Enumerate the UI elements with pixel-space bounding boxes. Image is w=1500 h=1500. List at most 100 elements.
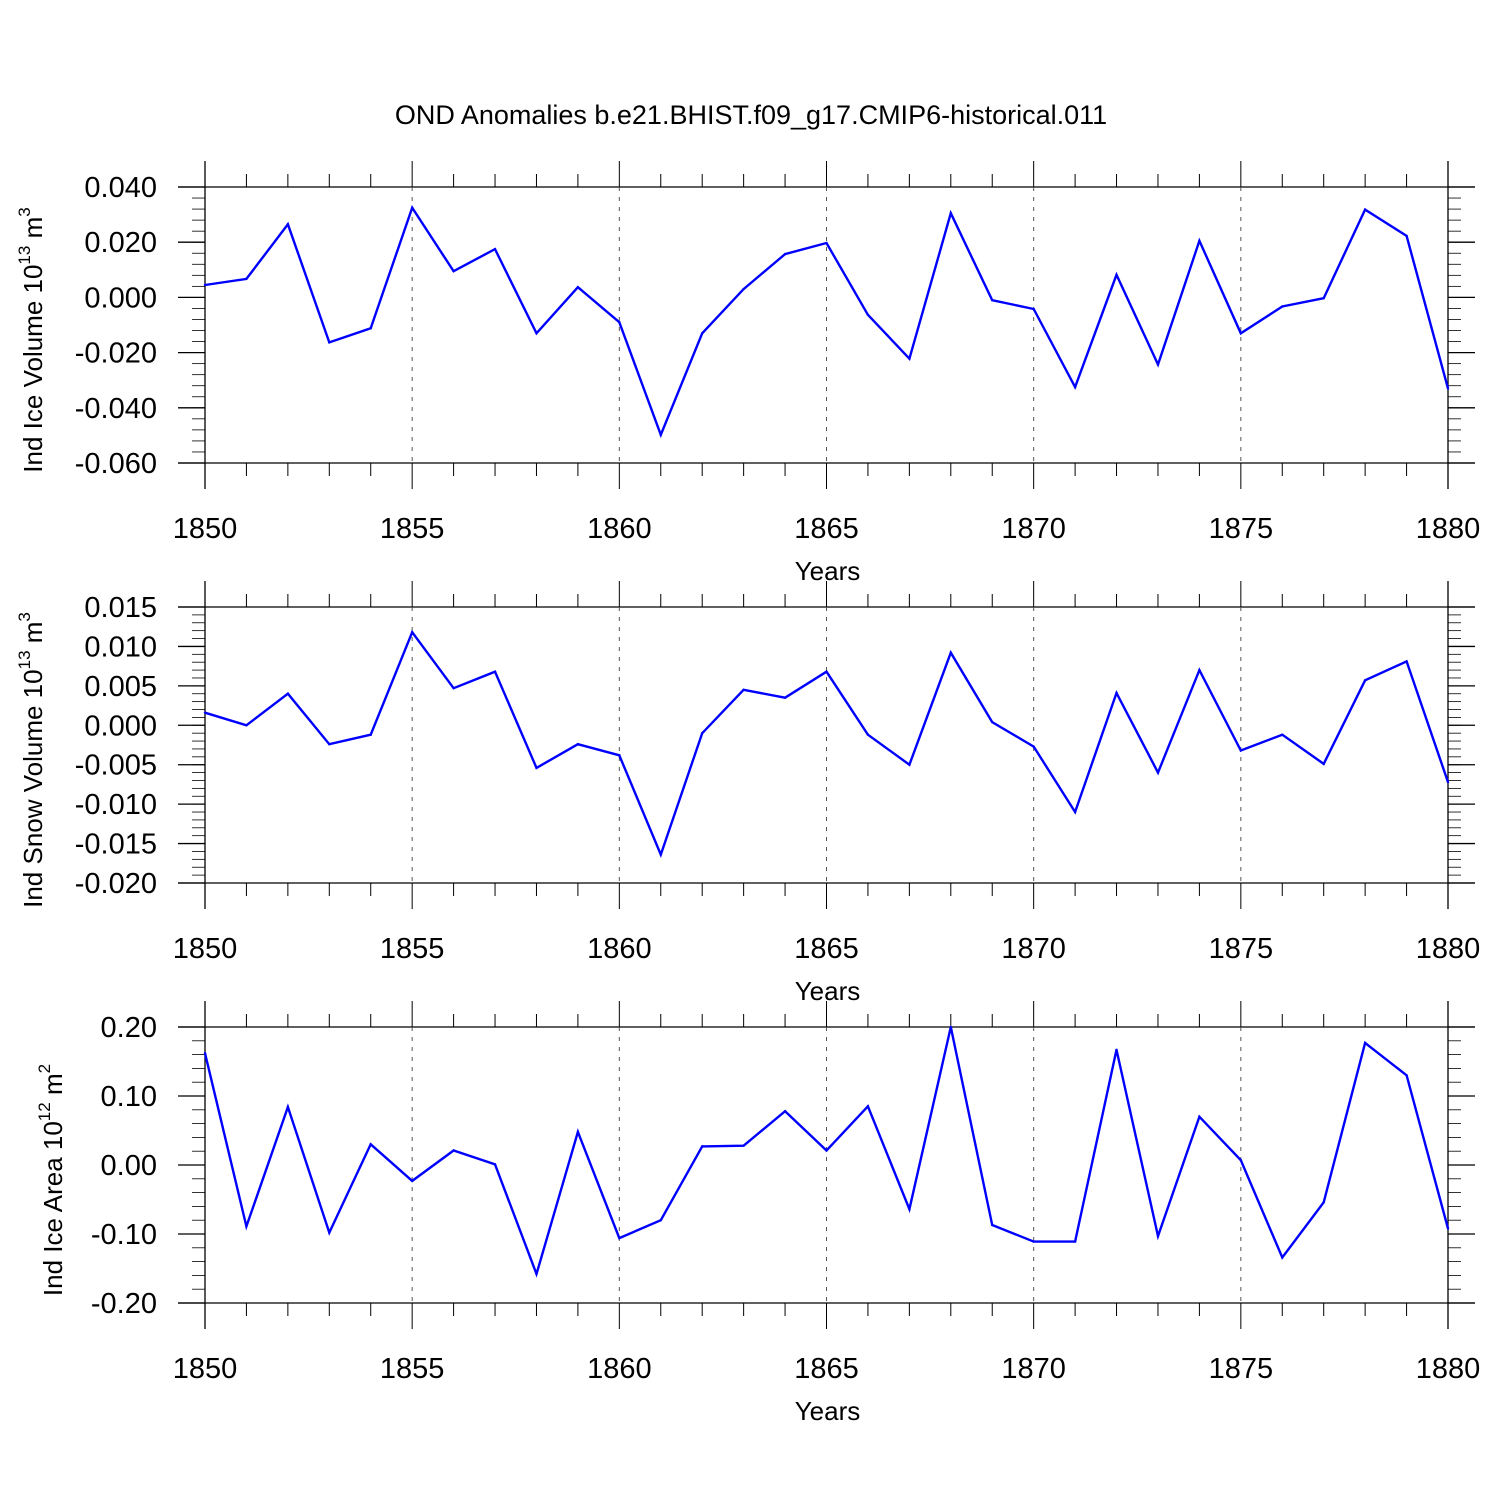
y-axis-label: Ind Ice Volume 1013 m3: [15, 207, 48, 472]
data-point: [991, 720, 994, 724]
data-point: [245, 1225, 248, 1228]
x-tick-label: 1870: [1001, 1353, 1066, 1385]
data-point: [576, 285, 580, 289]
data-point: [949, 651, 952, 654]
data-point: [1239, 749, 1243, 752]
x-tick-label: 1855: [380, 1353, 445, 1385]
data-point: [493, 247, 497, 251]
series-line: [204, 629, 1450, 858]
data-point: [659, 433, 662, 437]
y-axis-label-unit: m: [18, 217, 48, 246]
data-point: [1405, 1074, 1408, 1077]
x-tick-label: 1875: [1209, 1353, 1274, 1385]
data-point: [452, 1149, 455, 1152]
data-point: [410, 206, 414, 209]
x-tick-label: 1850: [173, 933, 238, 965]
data-point: [825, 670, 828, 673]
data-point: [535, 332, 538, 335]
data-point: [783, 696, 787, 699]
x-tick-label: 1855: [380, 513, 445, 545]
data-point: [991, 298, 994, 302]
data-point: [410, 1179, 414, 1183]
y-axis-label-exponent: 13: [15, 650, 34, 669]
y-axis-label-unit-exponent: 3: [15, 612, 34, 621]
data-point: [1363, 679, 1367, 682]
data-point: [452, 269, 455, 273]
data-point: [1239, 1158, 1243, 1162]
data-point: [742, 1144, 745, 1147]
data-point: [618, 1236, 621, 1240]
data-point: [1322, 762, 1325, 766]
x-axis-label: Years: [795, 976, 861, 1006]
data-point: [535, 766, 538, 770]
x-tick-label: 1875: [1209, 933, 1274, 965]
data-point: [535, 1272, 538, 1276]
panel-3: 1850 1855 1860 1865 1870 1875 1880 0.20 0.10 0.00…: [35, 1001, 1480, 1426]
data-point: [1032, 745, 1035, 748]
data-point: [576, 743, 580, 746]
x-tick-label: 1860: [587, 513, 652, 545]
y-tick-label: 0.10: [101, 1081, 157, 1113]
y-axis-label-exponent: 13: [15, 246, 34, 265]
data-point: [286, 1105, 290, 1109]
data-point: [369, 327, 372, 330]
data-point: [1281, 733, 1284, 736]
data-point: [618, 321, 621, 324]
x-axis-label: Years: [795, 1396, 861, 1426]
data-point: [783, 252, 787, 256]
y-axis-label-unit: m: [18, 622, 48, 651]
data-point: [1156, 1234, 1160, 1238]
data-point: [1239, 332, 1243, 335]
figure-title: OND Anomalies b.e21.BHIST.f09_g17.CMIP6-…: [395, 100, 1107, 130]
data-point: [328, 341, 331, 344]
y-tick-label: 0.015: [84, 592, 157, 624]
data-point: [908, 1207, 911, 1211]
data-point: [1073, 810, 1077, 814]
data-point: [701, 1145, 704, 1148]
data-point: [1363, 1041, 1367, 1045]
data-point: [1115, 1048, 1118, 1051]
y-tick-label: 0.20: [101, 1012, 157, 1044]
y-axis-label-unit: m: [38, 1073, 68, 1102]
data-point: [286, 692, 290, 695]
y-tick-label: 0.010: [84, 631, 157, 663]
data-point: [203, 1052, 207, 1055]
data-point: [328, 743, 331, 746]
data-point: [866, 733, 870, 736]
y-tick-label: -0.020: [75, 868, 157, 900]
x-tick-label: 1855: [380, 933, 445, 965]
data-point: [493, 670, 497, 673]
y-tick-label: -0.020: [75, 338, 157, 370]
x-axis-label: Years: [795, 556, 861, 586]
data-point: [659, 1219, 662, 1222]
data-point: [369, 733, 372, 736]
data-point: [1322, 297, 1325, 300]
y-tick-label: -0.015: [75, 829, 157, 861]
data-point: [493, 1163, 497, 1166]
data-point: [1322, 1201, 1325, 1204]
data-point: [866, 1105, 870, 1108]
data-point: [991, 1223, 994, 1227]
data-point: [1198, 668, 1201, 672]
data-point: [618, 754, 621, 757]
data-point: [701, 332, 704, 335]
y-axis-label-main: Ind Ice Volume 10: [18, 265, 48, 473]
x-tick-label: 1865: [794, 513, 859, 545]
x-tick-label: 1865: [794, 933, 859, 965]
data-point: [286, 223, 290, 226]
y-axis-label: Ind Ice Area 1012 m2: [35, 1064, 68, 1296]
x-tick-label: 1865: [794, 1353, 859, 1385]
y-tick-label: -0.005: [75, 750, 157, 782]
data-point: [1446, 387, 1450, 390]
data-point: [908, 357, 911, 360]
data-point: [825, 1149, 828, 1152]
data-point: [410, 631, 414, 634]
data-point: [908, 763, 911, 766]
x-tick-label: 1880: [1416, 513, 1481, 545]
y-tick-label: 0.005: [84, 671, 157, 703]
data-point: [203, 711, 207, 714]
data-point: [1198, 239, 1201, 243]
data-point: [1156, 363, 1160, 366]
data-point: [203, 283, 207, 287]
